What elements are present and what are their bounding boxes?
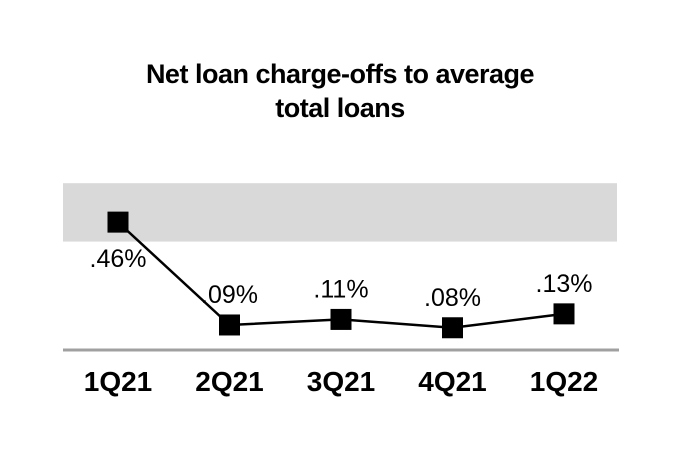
data-point-label: .13% bbox=[536, 270, 593, 298]
x-axis-label: 4Q21 bbox=[418, 366, 487, 397]
chart-title-line: total loans bbox=[275, 93, 405, 123]
highlight-band bbox=[63, 183, 617, 242]
data-point-marker-1q21 bbox=[107, 211, 129, 233]
x-axis-label: 1Q22 bbox=[530, 366, 599, 397]
x-axis-label: 3Q21 bbox=[307, 366, 376, 397]
data-point-marker-4q21 bbox=[442, 317, 463, 339]
x-axis-label: 2Q21 bbox=[195, 366, 264, 397]
data-point-marker-3q21 bbox=[330, 308, 352, 330]
data-point-marker-2q21 bbox=[219, 314, 240, 336]
chart-title-line: Net loan charge-offs to average bbox=[145, 59, 535, 89]
x-axis-label: 1Q21 bbox=[84, 366, 153, 397]
data-point-label: .08% bbox=[424, 284, 481, 312]
chart-title: Net loan charge-offs to average total lo… bbox=[0, 57, 680, 125]
data-point-label: .09% bbox=[201, 281, 258, 309]
data-point-label: .11% bbox=[313, 275, 368, 303]
data-point-marker-1q22 bbox=[553, 303, 575, 325]
data-point-label: .46% bbox=[90, 245, 147, 273]
